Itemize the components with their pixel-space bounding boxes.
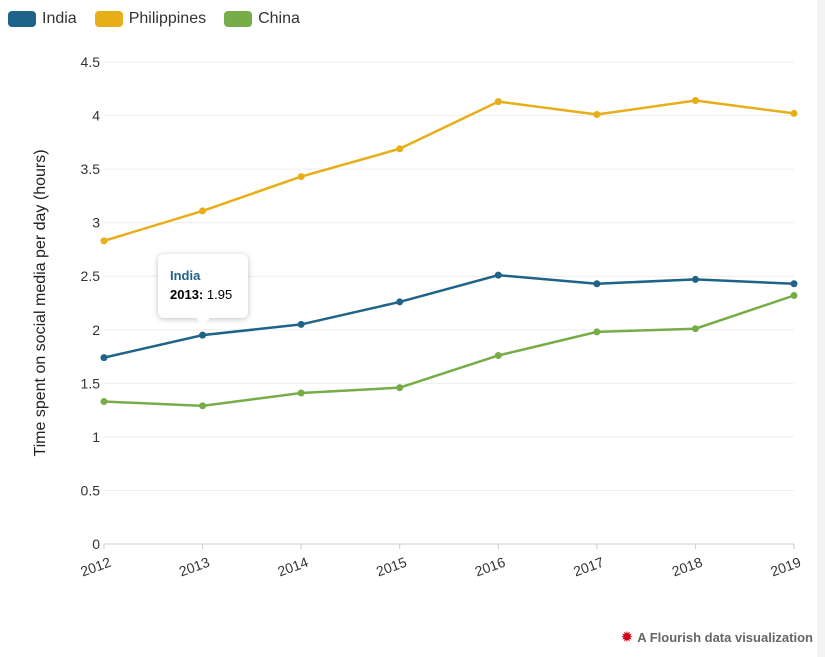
x-tick-label: 2014 bbox=[275, 554, 310, 580]
legend-label: Philippines bbox=[128, 10, 207, 27]
tooltip: India 2013: 1.95 bbox=[158, 254, 248, 325]
data-point-philippines bbox=[199, 207, 207, 215]
y-tick-label: 2.5 bbox=[81, 268, 101, 284]
y-tick-label: 0 bbox=[92, 536, 100, 552]
tooltip-body: 2013: 1.95 bbox=[170, 287, 233, 302]
data-point-china bbox=[297, 389, 305, 397]
data-point-india bbox=[297, 320, 305, 328]
legend-item-india[interactable]: India bbox=[8, 10, 77, 28]
y-axis-label: Time spent on social media per day (hour… bbox=[32, 149, 49, 456]
legend-swatch bbox=[94, 11, 123, 27]
scrollbar-track[interactable] bbox=[817, 0, 825, 657]
y-tick-label: 3.5 bbox=[81, 161, 101, 177]
flourish-logo-icon: ✹ bbox=[620, 629, 634, 646]
tooltip-year: 2013 bbox=[170, 287, 199, 302]
credit-text: A Flourish data visualization bbox=[637, 629, 813, 645]
legend: India Philippines China bbox=[8, 10, 300, 28]
data-point-china bbox=[494, 351, 502, 359]
data-point-china bbox=[593, 328, 601, 336]
y-tick-label: 0.5 bbox=[81, 482, 101, 498]
series-line-china bbox=[103, 294, 795, 408]
data-point-india bbox=[691, 275, 699, 283]
legend-swatch bbox=[8, 11, 36, 27]
legend-label: China bbox=[258, 10, 300, 27]
data-point-india bbox=[396, 298, 404, 306]
data-point-philippines bbox=[494, 98, 502, 106]
data-point-china bbox=[100, 398, 108, 406]
data-point-india bbox=[790, 280, 798, 288]
data-point-china bbox=[199, 402, 207, 410]
data-point-philippines bbox=[691, 97, 699, 105]
data-point-india bbox=[494, 271, 502, 279]
data-point-india bbox=[593, 280, 601, 288]
data-point-china bbox=[396, 384, 404, 392]
y-tick-label: 4 bbox=[92, 108, 100, 124]
data-point-philippines bbox=[297, 173, 305, 181]
data-point-china bbox=[691, 325, 699, 333]
x-tick-label: 2016 bbox=[473, 554, 508, 580]
y-tick-label: 3 bbox=[92, 215, 100, 231]
legend-item-china[interactable]: China bbox=[224, 10, 300, 28]
data-point-india bbox=[199, 331, 207, 339]
series-line-india bbox=[103, 273, 795, 359]
series-line-philippines bbox=[103, 99, 795, 243]
x-tick-label: 2019 bbox=[768, 554, 803, 580]
legend-item-philippines[interactable]: Philippines bbox=[94, 10, 207, 28]
y-tick-label: 2 bbox=[92, 322, 100, 338]
data-point-philippines bbox=[790, 109, 798, 117]
y-tick-label: 4.5 bbox=[81, 54, 101, 70]
tooltip-title: India bbox=[170, 268, 201, 283]
data-point-philippines bbox=[593, 110, 601, 118]
x-tick-label: 2013 bbox=[177, 554, 212, 580]
data-point-philippines bbox=[396, 145, 404, 153]
tooltip-value: 1.95 bbox=[206, 287, 233, 302]
legend-label: India bbox=[42, 10, 77, 27]
data-point-india bbox=[100, 354, 108, 362]
legend-swatch bbox=[224, 11, 253, 27]
y-tick-label: 1.5 bbox=[81, 375, 101, 391]
x-tick-label: 2012 bbox=[78, 554, 113, 580]
flourish-credit[interactable]: ✹ A Flourish data visualization bbox=[621, 628, 813, 646]
x-tick-label: 2015 bbox=[374, 554, 409, 580]
data-point-china bbox=[790, 292, 798, 300]
data-point-philippines bbox=[100, 237, 108, 245]
x-tick-label: 2017 bbox=[571, 554, 606, 580]
x-tick-label: 2018 bbox=[670, 554, 705, 580]
y-tick-label: 1 bbox=[92, 429, 100, 445]
